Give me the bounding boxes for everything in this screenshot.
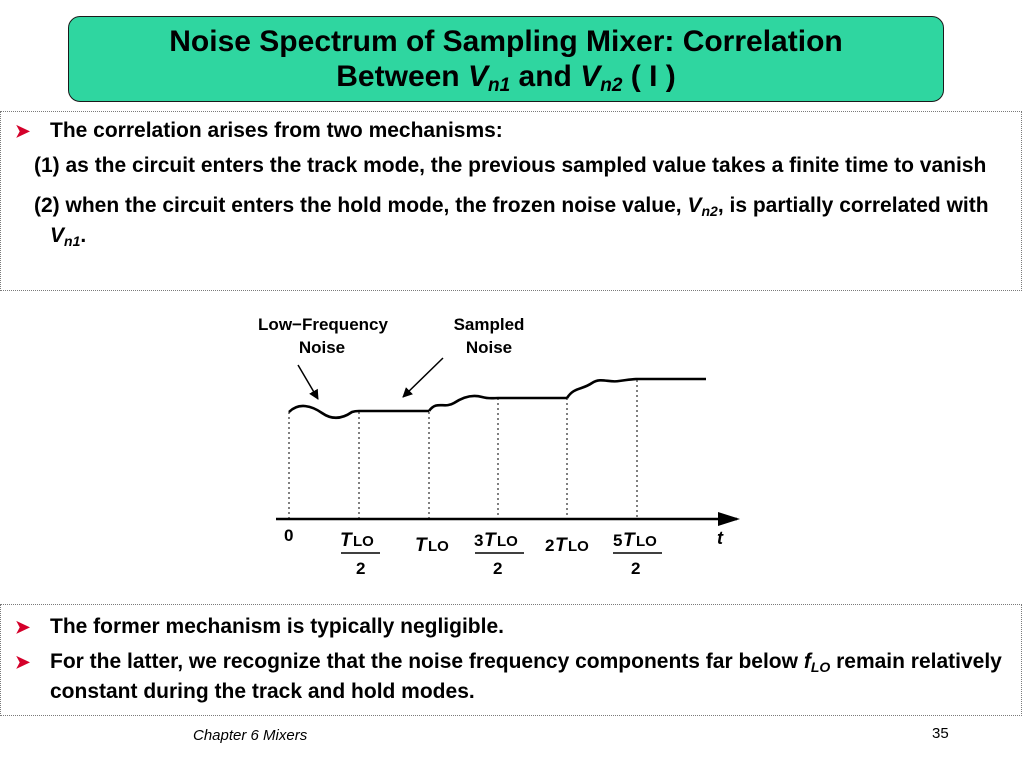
svg-text:LO: LO — [568, 538, 589, 555]
slide-title: Noise Spectrum of Sampling Mixer: Correl… — [68, 16, 944, 102]
svg-text:2: 2 — [356, 559, 365, 578]
title-line-2: Between Vn1 and Vn2 ( I ) — [336, 60, 676, 96]
track-segment-1 — [288, 404, 360, 420]
svg-text:LO: LO — [428, 538, 449, 555]
track-segment-2 — [427, 394, 499, 412]
mechanism-2: (2) when the circuit enters the hold mod… — [34, 194, 989, 249]
svg-text:LO: LO — [636, 533, 657, 550]
noise-waveform — [288, 377, 706, 420]
svg-text:T: T — [415, 535, 428, 556]
svg-text:T: T — [555, 535, 568, 556]
bullet-arrow-icon: ➤ — [15, 121, 31, 141]
title-line-1: Noise Spectrum of Sampling Mixer: Correl… — [169, 25, 843, 58]
mechanism-1: (1) as the circuit enters the track mode… — [34, 154, 987, 177]
time-guides — [288, 380, 638, 519]
footer-page-number: 35 — [932, 725, 949, 742]
low-frequency-pointer-arrow — [297, 364, 319, 400]
svg-text:LO: LO — [353, 533, 374, 550]
footer-chapter: Chapter 6 Mixers — [193, 727, 308, 744]
track-segment-3 — [565, 377, 638, 399]
tick-5TLO-over-2: 5 T LO 2 — [613, 530, 662, 578]
tick-3TLO-over-2: 3 T LO 2 — [474, 530, 524, 578]
label-sampled: Sampled — [454, 315, 525, 334]
tick-0: 0 — [284, 526, 293, 545]
svg-text:T: T — [340, 530, 353, 551]
time-axis-arrowhead-icon — [718, 512, 740, 526]
bullet-text: For the latter, we recognize that the no… — [50, 650, 1002, 703]
svg-text:5: 5 — [613, 531, 622, 550]
sampled-pointer-arrow — [402, 357, 444, 398]
svg-text:T: T — [623, 530, 636, 551]
conclusions-panel: ➤ The former mechanism is typically negl… — [0, 604, 1022, 716]
bullet-former: ➤ The former mechanism is typically negl… — [1, 612, 1021, 642]
bullet-arrow-icon: ➤ — [15, 617, 31, 637]
svg-text:LO: LO — [497, 533, 518, 550]
svg-text:3: 3 — [474, 531, 483, 550]
mechanisms-panel: ➤ The correlation arises from two mechan… — [0, 111, 1022, 291]
label-low-frequency-noise: Noise — [299, 338, 345, 357]
svg-text:2: 2 — [545, 536, 554, 555]
label-low-frequency: Low−Frequency — [258, 315, 388, 334]
bullet-text: The correlation arises from two mechanis… — [50, 119, 503, 142]
bullet-correlation: ➤ The correlation arises from two mechan… — [1, 116, 1021, 146]
svg-text:T: T — [484, 530, 497, 551]
tick-TLO-over-2: T LO 2 — [340, 530, 380, 578]
bullet-latter: ➤ For the latter, we recognize that the … — [1, 647, 1021, 707]
axis-label-t: t — [717, 528, 724, 548]
svg-text:2: 2 — [631, 559, 640, 578]
label-sampled-noise: Noise — [466, 338, 512, 357]
bullet-arrow-icon: ➤ — [15, 652, 31, 672]
svg-text:2: 2 — [493, 559, 502, 578]
bullet-text: The former mechanism is typically neglig… — [50, 615, 504, 638]
tick-TLO: T LO — [415, 535, 449, 556]
tick-2TLO: 2 T LO — [545, 535, 589, 556]
